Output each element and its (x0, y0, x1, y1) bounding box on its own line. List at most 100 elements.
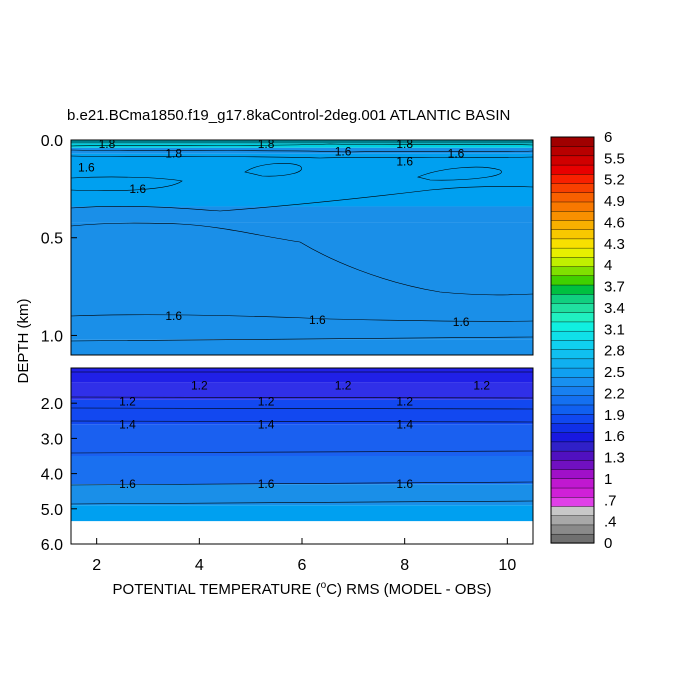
colorbar-label-1: .4 (604, 514, 617, 531)
lower-contour-label-2: 1.2 (473, 379, 490, 393)
upper-band-3 (71, 153, 533, 207)
upper-band-6 (71, 312, 533, 340)
upper-contour-label-2: 1.8 (165, 147, 182, 161)
colorbar-swatch-18 (550, 367, 595, 378)
colorbar-swatch-43 (550, 136, 595, 147)
upper-y-axis: 0.0 0.5 1.0 (41, 133, 77, 345)
lower-contour-label-7: 1.4 (258, 417, 275, 431)
y-axis-label: DEPTH (km) (15, 299, 32, 384)
lower-y-axis: 2.0 3.0 4.0 5.0 6.0 (41, 396, 77, 554)
contour-line (71, 500, 533, 505)
colorbar-swatch-8 (550, 459, 595, 470)
upper-contour-label-6: 1.6 (396, 155, 413, 169)
upper-y-tick-label-1: 0.5 (41, 231, 63, 248)
colorbar-swatch-9 (550, 450, 595, 461)
colorbar-label-2: .7 (604, 492, 617, 509)
upper-band-5 (71, 222, 533, 312)
colorbar-swatch-30 (550, 256, 595, 267)
colorbar-label-10: 3.1 (604, 321, 625, 338)
contour-line (71, 155, 533, 159)
lower-y-tick-label-4: 6.0 (41, 537, 63, 554)
upper-band-7 (71, 339, 533, 355)
lower-band-2 (71, 399, 533, 425)
colorbar-swatch-24 (550, 312, 595, 323)
colorbar-label-3: 1 (604, 471, 612, 488)
contour-line (71, 222, 533, 296)
chart-title: b.e21.BCma1850.f19_g17.8kaControl-2deg.0… (67, 107, 510, 124)
x-axis-label-suffix: C) RMS (MODEL - OBS) (326, 581, 491, 598)
x-tick-label-4: 10 (498, 557, 516, 574)
colorbar-swatch-42 (550, 146, 595, 157)
lower-contour-label-3: 1.2 (119, 394, 136, 408)
colorbar-frame (550, 136, 595, 544)
colorbar-label-4: 1.3 (604, 450, 625, 467)
colorbar-label-11: 3.4 (604, 300, 625, 317)
lower-contour-labels: 1.2 1.2 1.2 1.2 1.2 1.2 1.4 1.4 1.4 1.6 1.6 1.6 (119, 379, 490, 492)
colorbar-swatch-1 (550, 524, 595, 535)
x-tick-label-0: 2 (92, 557, 101, 574)
colorbar-label-7: 2.2 (604, 385, 625, 402)
lower-y-tick-label-0: 2.0 (41, 396, 63, 413)
colorbar-swatch-26 (550, 293, 595, 304)
colorbar-swatch-17 (550, 376, 595, 387)
lower-band-6 (71, 505, 533, 522)
colorbar-swatch-28 (550, 275, 595, 286)
colorbar-swatch-10 (550, 441, 595, 452)
colorbar-label-12: 3.7 (604, 279, 625, 296)
colorbar-swatch-29 (550, 265, 595, 277)
colorbar-swatch-40 (550, 164, 595, 175)
colorbar-swatch-37 (550, 192, 595, 203)
upper-contour-label-11: 1.6 (453, 315, 470, 329)
contour-line (71, 186, 533, 212)
upper-y-tick-label-0: 0.0 (41, 133, 63, 150)
colorbar-label-8: 2.5 (604, 364, 625, 381)
lower-y-tick-label-1: 3.0 (41, 431, 63, 448)
upper-contour-label-8: 1.6 (129, 182, 146, 196)
upper-y-tick-label-2: 1.0 (41, 328, 63, 345)
colorbar-swatch-25 (550, 302, 595, 313)
colorbar-label-15: 4.6 (604, 214, 625, 231)
colorbar-label-18: 5.5 (604, 150, 625, 167)
lower-contour-label-8: 1.4 (396, 417, 413, 431)
lower-contour-fill (71, 368, 533, 522)
colorbar-swatch-38 (550, 182, 595, 193)
lower-contour-lines (71, 371, 533, 505)
upper-contour-label-5: 1.8 (396, 137, 413, 151)
lower-contour-label-0: 1.2 (191, 379, 208, 393)
colorbar-swatch-32 (550, 238, 595, 249)
lower-contour-label-9: 1.6 (119, 477, 136, 491)
colorbar-swatch-34 (550, 219, 595, 230)
upper-contour-lines (71, 141, 533, 342)
upper-band-1 (71, 143, 533, 148)
colorbar-swatch-16 (550, 385, 595, 396)
colorbar-swatch-31 (550, 247, 595, 258)
colorbar-swatch-6 (550, 478, 595, 489)
x-tick-label-3: 8 (400, 557, 409, 574)
colorbar-swatch-21 (550, 339, 595, 350)
colorbar-swatch-36 (550, 201, 595, 212)
x-axis: 2 4 6 8 10 (92, 538, 516, 574)
lower-contour-label-4: 1.2 (258, 394, 275, 408)
colorbar-swatch-5 (550, 487, 595, 498)
colorbar-label-5: 1.6 (604, 428, 625, 445)
contour-line (71, 176, 183, 191)
colorbar-swatch-35 (550, 210, 595, 221)
upper-contour-label-10: 1.6 (309, 313, 326, 327)
x-tick-label-2: 6 (298, 557, 307, 574)
upper-contour-fill (71, 140, 533, 355)
upper-panel-frame (70, 139, 534, 356)
colorbar-swatch-0 (550, 533, 595, 544)
contour-line (71, 481, 533, 486)
colorbar-swatch-3 (550, 505, 595, 516)
colorbar-swatch-4 (550, 496, 595, 507)
lower-band-3 (71, 424, 533, 456)
contour-line (71, 149, 533, 153)
lower-band-0 (71, 368, 533, 383)
colorbar-swatch-27 (550, 284, 595, 295)
contour-line (71, 396, 533, 399)
lower-contour-label-11: 1.6 (396, 477, 413, 491)
lower-contour-label-10: 1.6 (258, 477, 275, 491)
lower-band-1 (71, 382, 533, 400)
colorbar-swatch-39 (550, 173, 595, 184)
